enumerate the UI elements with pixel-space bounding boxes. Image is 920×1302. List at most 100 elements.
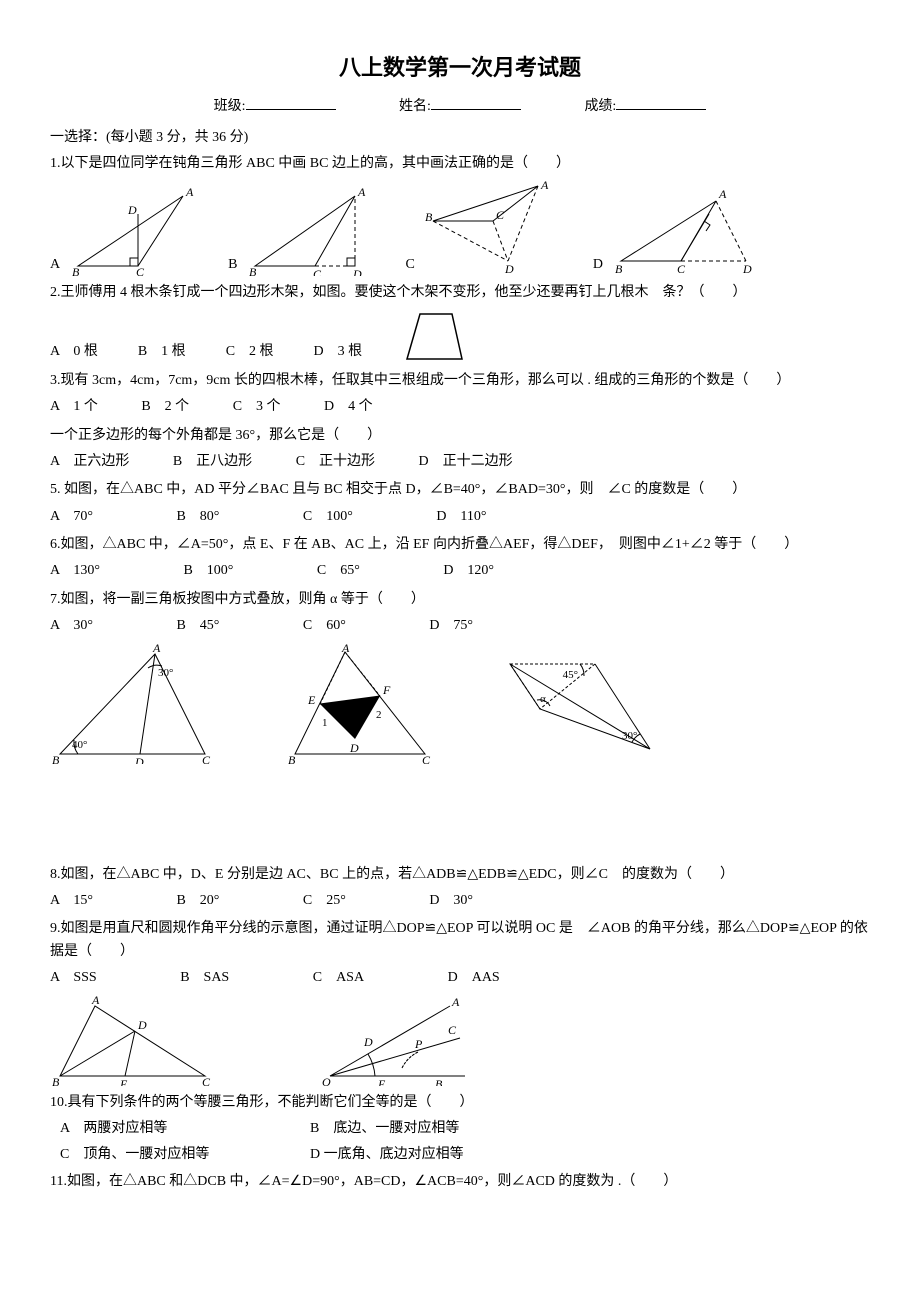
svg-text:C: C [496, 208, 505, 222]
svg-text:A: A [185, 186, 194, 199]
triangle-q8-icon: A B C D E [50, 996, 220, 1086]
q2-options: A 0 根 B 1 根 C 2 根 D 3 根 [50, 309, 870, 364]
triangle-a-icon: A B C D [68, 186, 198, 276]
q1-label-a: A [50, 254, 60, 276]
q6-options: A 130° B 100° C 65° D 120° [50, 560, 870, 582]
q6-opt-b: B 100° [183, 560, 233, 582]
question-8: 8.如图，在△ABC 中，D、E 分别是边 AC、BC 上的点，若△ADB≌△E… [50, 864, 870, 886]
q10-opt-a: A 两腰对应相等 [60, 1118, 290, 1140]
question-7: 7.如图，将一副三角板按图中方式叠放，则角 α 等于（ ） [50, 589, 870, 611]
svg-text:C: C [313, 267, 322, 276]
svg-text:C: C [136, 265, 145, 276]
q3-options: A 1 个 B 2 个 C 3 个 D 4 个 [50, 396, 870, 418]
fig5-D: D [134, 755, 144, 764]
svg-text:B: B [249, 265, 257, 276]
q4-opt-a: A 正六边形 [50, 451, 129, 473]
fig7-45: 45° [563, 669, 578, 681]
q7-options: A 30° B 45° C 60° D 75° [50, 615, 870, 637]
question-1: 1.以下是四位同学在钝角三角形 ABC 中画 BC 边上的高，其中画法正确的是（… [50, 153, 870, 175]
q1-fig-a: A A B C D [50, 186, 198, 276]
q1-figures: A A B C D B A B C D C A [50, 181, 870, 276]
fig7-alpha: α [540, 693, 546, 705]
fig5-A: A [152, 644, 161, 655]
q4-opt-d: D 正十二边形 [419, 451, 513, 473]
svg-text:B: B [615, 262, 623, 276]
svg-text:B: B [425, 210, 433, 224]
q5-opt-a: A 70° [50, 506, 93, 528]
q8-opt-d: D 30° [429, 890, 473, 912]
score-label: 成绩: [584, 99, 616, 114]
q8-opt-c: C 25° [303, 890, 346, 912]
fig9-A: A [451, 996, 460, 1009]
question-6: 6.如图，△ABC 中，∠A=50°，点 E、F 在 AB、AC 上，沿 EF … [50, 534, 870, 556]
triangle-q6-icon: A B C D E F 1 2 [280, 644, 440, 764]
fig8-A: A [91, 996, 100, 1007]
class-label: 班级: [214, 99, 246, 114]
angle-bisector-icon: O A B C D E P [320, 996, 480, 1086]
q8-9-figures: A B C D E O A B C D E P [50, 996, 870, 1086]
q5-opt-d: D 110° [436, 506, 486, 528]
q8-opt-b: B 20° [176, 890, 219, 912]
fig5-B: B [52, 753, 60, 764]
q1-label-d: D [593, 254, 603, 276]
svg-text:B: B [72, 265, 80, 276]
triangle-b-icon: A B C D [245, 186, 375, 276]
fig9-P: P [414, 1037, 423, 1051]
q9-opt-d: D AAS [448, 967, 500, 989]
q1-label-b: B [228, 254, 237, 276]
fig6-2: 2 [376, 709, 382, 721]
header-fields: 班级: 姓名: 成绩: [50, 95, 870, 118]
score-blank[interactable] [616, 95, 706, 110]
fig6-F: F [382, 683, 391, 697]
q10-opt-b: B 底边、一腰对应相等 [310, 1118, 610, 1140]
svg-text:D: D [352, 267, 362, 276]
q3-opt-a: A 1 个 [50, 396, 98, 418]
question-9: 9.如图是用直尺和圆规作角平分线的示意图，通过证明△DOP≌△EOP 可以说明 … [50, 918, 870, 963]
q9-opt-a: A SSS [50, 967, 97, 989]
question-3: 3.现有 3cm，4cm，7cm，9cm 长的四根木棒，任取其中三根组成一个三角… [50, 370, 870, 392]
q5-options: A 70° B 80° C 100° D 110° [50, 506, 870, 528]
q1-fig-c: C A B C D [405, 181, 562, 276]
fig9-C: C [448, 1023, 457, 1037]
name-label: 姓名: [399, 99, 431, 114]
q2-opt-a: A 0 根 [50, 341, 98, 363]
q4-opt-c: C 正十边形 [296, 451, 375, 473]
fig8-C: C [202, 1075, 211, 1086]
fig8-B: B [52, 1075, 60, 1086]
fig5-40: 40° [72, 739, 87, 751]
question-2: 2.王师傅用 4 根木条钉成一个四边形木架，如图。要使这个木架不变形，他至少还要… [50, 282, 870, 304]
q9-opt-b: B SAS [180, 967, 229, 989]
q3-opt-b: B 2 个 [141, 396, 189, 418]
fig6-1: 1 [322, 717, 328, 729]
section-1-heading: 一选择：(每小题 3 分，共 36 分) [50, 127, 870, 149]
fig9-D: D [363, 1035, 373, 1049]
svg-text:A: A [540, 181, 549, 192]
q7-opt-a: A 30° [50, 615, 93, 637]
fig9-B: B [435, 1077, 443, 1086]
class-field: 班级: [214, 95, 336, 118]
q7-opt-b: B 45° [176, 615, 219, 637]
q7-opt-c: C 60° [303, 615, 346, 637]
question-11: 11.如图，在△ABC 和△DCB 中，∠A=∠D=90°，AB=CD，∠ACB… [50, 1171, 870, 1193]
triangle-q7-icon: 45° 30° α [500, 654, 670, 764]
question-4: 一个正多边形的每个外角都是 36°，那么它是（ ） [50, 425, 870, 447]
fig6-D: D [349, 741, 359, 755]
svg-text:D: D [127, 203, 137, 217]
name-blank[interactable] [431, 95, 521, 110]
fig8-E: E [119, 1077, 128, 1086]
q8-opt-a: A 15° [50, 890, 93, 912]
fig5-C: C [202, 753, 211, 764]
class-blank[interactable] [246, 95, 336, 110]
quadrilateral-icon [402, 309, 472, 364]
fig8-D: D [137, 1018, 147, 1032]
q2-opt-b: B 1 根 [138, 341, 186, 363]
q1-fig-d: D A B C D [593, 186, 761, 276]
q2-opt-c: C 2 根 [226, 341, 274, 363]
q3-opt-c: C 3 个 [233, 396, 281, 418]
fig7-30: 30° [622, 730, 637, 742]
svg-text:D: D [742, 262, 752, 276]
fig5-30: 30° [158, 667, 173, 679]
svg-text:A: A [357, 186, 366, 199]
triangle-q5-icon: A B C D 30° 40° [50, 644, 220, 764]
fig6-B: B [288, 753, 296, 764]
